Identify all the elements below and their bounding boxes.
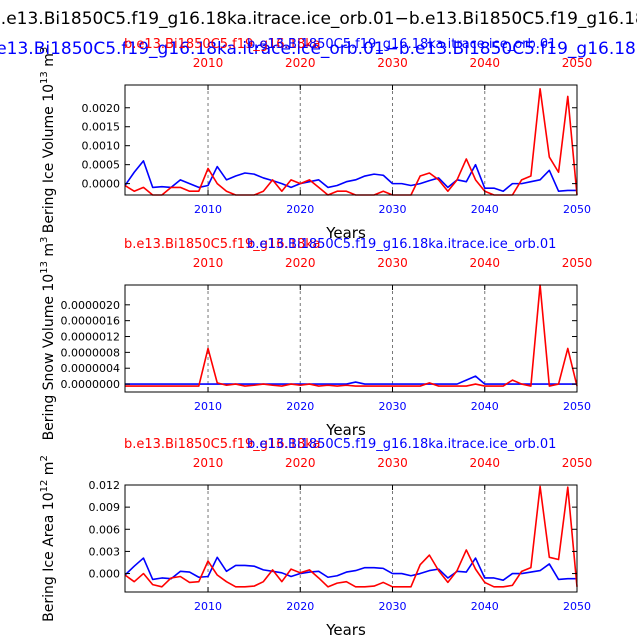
y-axis-label-exponent: 12 [39, 480, 50, 493]
top-tick-label: 2020 [285, 56, 316, 70]
chart-title-red: b.e13.Bi1850C5.f19_g16.18ka [124, 237, 321, 252]
y-tick-label: 0.0000000 [61, 378, 121, 391]
top-tick-label: 2010 [193, 56, 224, 70]
y-tick-label: 0.0000004 [61, 362, 121, 375]
x-tick-label: 2010 [194, 400, 222, 413]
y-axis-label-unit: m [41, 53, 57, 71]
top-tick-label: 2030 [377, 256, 408, 270]
top-tick-label: 2050 [562, 456, 593, 470]
header-line-2-text: b.e13.Bi1850C5.f19_g16.18ka.itrace.ice_o… [0, 39, 637, 59]
y-axis-label-unit-exponent: 2 [39, 455, 50, 461]
y-axis-label-unit-exponent: 3 [39, 237, 50, 243]
chart-title-blue: b.e13.Bi1850C5.f19_g16.18ka.itrace.ice_o… [247, 237, 556, 252]
x-tick-label: 2040 [471, 400, 499, 413]
y-axis-label: Bering Snow Volume 1013 m3 [39, 237, 57, 441]
top-tick-label: 2010 [193, 256, 224, 270]
y-axis-label-exponent: 13 [39, 71, 50, 84]
y-axis-label-main: Bering Ice Volume 10 [41, 84, 57, 233]
top-tick-label: 2050 [562, 256, 593, 270]
plot-frame [124, 484, 578, 593]
y-tick-label: 0.012 [89, 479, 121, 492]
x-tick-label: 2010 [194, 600, 222, 613]
plot-frame [124, 284, 578, 393]
series-line-red [124, 485, 578, 588]
top-tick-label: 2010 [193, 456, 224, 470]
y-axis-label: Bering Ice Area 1012 m2 [39, 455, 57, 622]
x-tick-label: 2050 [563, 203, 591, 216]
chart-panel-1: 0.0000 0.0005 0.0010 0.0015 0.0020 2010 2010 20… [39, 37, 592, 242]
y-tick-label: 0.0000016 [61, 315, 121, 328]
plot-frame [124, 84, 578, 196]
y-tick-label: 0.0000020 [61, 299, 121, 312]
x-tick-label: 2050 [563, 600, 591, 613]
x-tick-label: 2020 [286, 400, 314, 413]
x-axis-label: Years [325, 421, 366, 439]
y-tick-label: 0.0010 [82, 140, 121, 153]
header-line-1: b.e13.Bi1850C5.f19_g16.18ka.itrace.ice_o… [0, 9, 637, 29]
top-tick-label: 2020 [285, 456, 316, 470]
panels: 0.00000.00050.00100.00150.00202010201020… [39, 37, 592, 637]
x-tick-label: 2050 [563, 400, 591, 413]
top-tick-label: 2030 [377, 56, 408, 70]
top-tick-label: 2020 [285, 256, 316, 270]
y-axis-label-exponent: 13 [39, 261, 50, 274]
y-tick-label: 0.000 [89, 568, 121, 581]
y-axis-label-main: Bering Snow Volume 10 [41, 274, 57, 441]
y-axis-label-unit: m [41, 462, 57, 480]
chart-title-red: b.e13.Bi1850C5.f19_g16.18ka [124, 437, 321, 452]
y-tick-label: 0.0015 [82, 121, 121, 134]
x-tick-label: 2040 [471, 203, 499, 216]
y-tick-label: 0.003 [89, 545, 121, 558]
chart-title-blue: b.e13.Bi1850C5.f19_g16.18ka.itrace.ice_o… [247, 437, 556, 452]
x-tick-label: 2040 [471, 600, 499, 613]
y-tick-label: 0.0005 [82, 159, 121, 172]
x-tick-label: 2020 [286, 600, 314, 613]
x-axis-label: Years [325, 224, 366, 242]
x-tick-label: 2030 [379, 203, 407, 216]
chart-panel-2: 0.0000000 0.0000004 0.0000008 0.0000012 0.00… [39, 237, 592, 441]
y-axis-label: Bering Ice Volume 1013 m3 [39, 47, 57, 234]
header-line-2: b.e13.Bi1850C5.f19_g16.18ka.itrace.ice_o… [0, 39, 637, 59]
x-tick-label: 2030 [379, 600, 407, 613]
x-tick-label: 2030 [379, 400, 407, 413]
top-tick-label: 2040 [469, 56, 500, 70]
x-tick-label: 2020 [286, 203, 314, 216]
chart-title-red: b.e13.Bi1850C5.f19_g16.18ka [124, 37, 321, 52]
top-tick-label: 2030 [377, 456, 408, 470]
y-tick-label: 0.009 [89, 501, 121, 514]
y-tick-label: 0.0000008 [61, 346, 121, 359]
top-tick-label: 2050 [562, 56, 593, 70]
y-tick-label: 0.0020 [82, 102, 121, 115]
x-tick-label: 2010 [194, 203, 222, 216]
y-tick-label: 0.0000 [82, 178, 121, 191]
top-tick-label: 2040 [469, 256, 500, 270]
y-tick-label: 0.0000012 [61, 331, 121, 344]
chart-title-blue: b.e13.Bi1850C5.f19_g16.18ka.itrace.ice_o… [247, 37, 556, 52]
top-tick-label: 2040 [469, 456, 500, 470]
x-axis-label: Years [325, 621, 366, 637]
chart-panel-3: 0.000 0.003 0.006 0.009 0.012 2010 2010 2020 202… [39, 437, 592, 637]
series-line-red [125, 284, 578, 387]
y-axis-label-main: Bering Ice Area 10 [41, 492, 57, 621]
y-axis-label-unit: m [41, 243, 57, 261]
y-axis-label-unit-exponent: 3 [39, 47, 50, 53]
y-tick-label: 0.006 [89, 523, 121, 536]
series-line-blue [125, 375, 577, 385]
